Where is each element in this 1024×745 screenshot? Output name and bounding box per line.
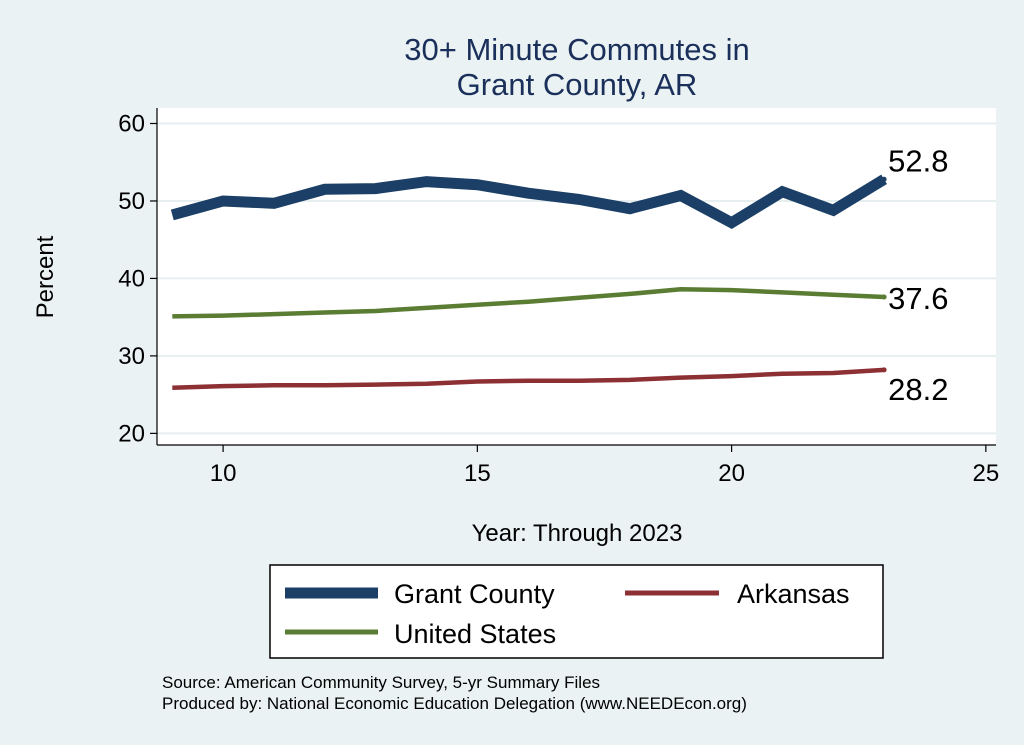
line-arkansas <box>172 367 885 390</box>
end-label-united-states: 37.6 <box>888 281 948 316</box>
x-tick-label: 10 <box>210 460 237 487</box>
x-tick-label: 15 <box>464 460 491 487</box>
end-point-united-states <box>881 294 887 300</box>
y-axis-title: Percent <box>32 235 59 318</box>
chart-title-line-2: Grant County, AR <box>457 67 698 102</box>
plot-area <box>157 108 996 445</box>
y-tick-label: 60 <box>118 110 145 137</box>
line-grant-county <box>170 174 887 230</box>
x-axis-title: Year: Through 2023 <box>472 520 683 547</box>
producer-note: Produced by: National Economic Education… <box>162 694 747 713</box>
end-labels: 37.6 28.2 52.8 <box>888 143 948 407</box>
end-label-grant-county: 52.8 <box>888 143 948 178</box>
x-tick-label: 20 <box>718 460 745 487</box>
y-tick-label: 20 <box>118 420 145 447</box>
line-united-states <box>172 287 885 319</box>
source-note: Source: American Community Survey, 5-yr … <box>162 673 600 692</box>
end-label-arkansas: 28.2 <box>888 372 948 407</box>
chart-title-line-1: 30+ Minute Commutes in <box>404 32 749 67</box>
end-point-grant-county <box>881 176 887 182</box>
legend: Grant County Arkansas United States <box>269 564 884 659</box>
y-tick-label: 40 <box>118 265 145 292</box>
legend-label-united-states: United States <box>394 619 556 649</box>
legend-label-grant-county: Grant County <box>394 579 555 609</box>
y-tick-label: 50 <box>118 188 145 215</box>
legend-label-arkansas: Arkansas <box>737 579 850 609</box>
axes: 20 30 40 50 60 10 15 20 25 <box>118 108 999 487</box>
series-lines <box>170 174 887 390</box>
y-tick-label: 30 <box>118 343 145 370</box>
end-point-arkansas <box>881 367 887 373</box>
x-tick-label: 25 <box>972 460 999 487</box>
legend-box <box>269 564 884 659</box>
